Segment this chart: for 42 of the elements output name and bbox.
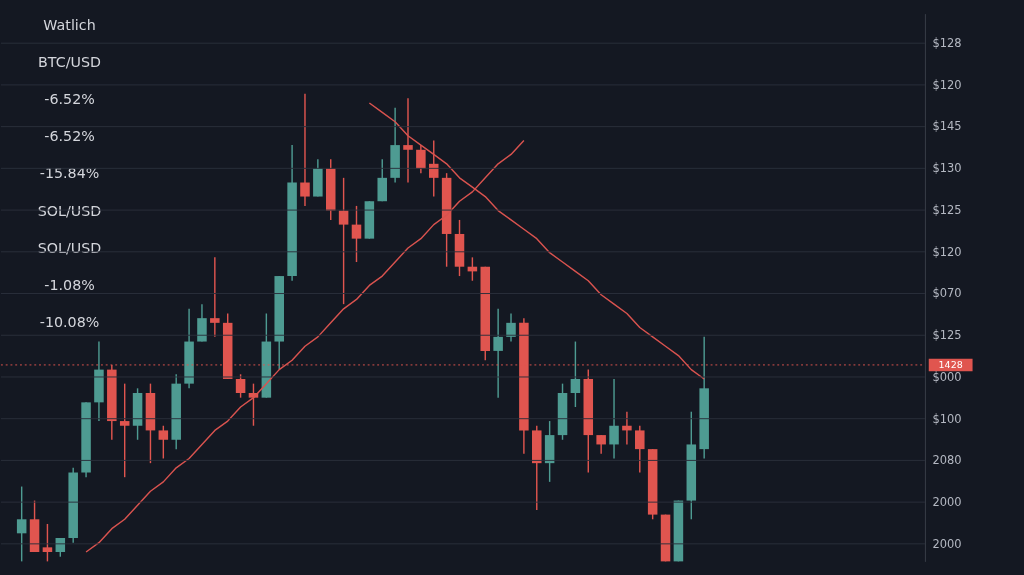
candlestick — [119, 382, 130, 478]
text: $145 — [932, 119, 962, 134]
candlestick — [235, 373, 246, 399]
text: 2000 — [932, 494, 962, 509]
candlestick — [609, 378, 619, 460]
annotation: SOL/USD — [37, 239, 102, 256]
candlestick — [596, 434, 606, 455]
text: $125 — [932, 328, 962, 343]
text: BTC/USD — [38, 54, 101, 71]
text: $128 — [932, 36, 962, 50]
candlestick — [416, 144, 426, 174]
text: 2000 — [932, 536, 962, 551]
text: $120 — [932, 244, 962, 259]
text: $100 — [932, 411, 962, 426]
candlestick — [16, 485, 27, 563]
candlestick — [493, 308, 503, 399]
text: 2080 — [932, 453, 962, 468]
candlestick — [210, 256, 220, 338]
text: $125 — [932, 202, 962, 217]
text: Watlich — [43, 16, 96, 33]
annotation: -6.52% — [44, 91, 95, 108]
annotation: -15.84% — [39, 165, 100, 182]
text: 1428 — [938, 358, 963, 370]
annotation: SOL/USD — [37, 202, 102, 219]
candlestick — [506, 312, 516, 343]
candlestick — [351, 205, 362, 263]
candlestick — [300, 92, 310, 207]
candlestick — [377, 158, 387, 202]
candlestick — [197, 303, 207, 343]
text: $070 — [932, 286, 962, 301]
candlestick — [338, 177, 349, 305]
text: $130 — [932, 161, 962, 176]
candlestick — [158, 425, 169, 460]
candlestick — [635, 425, 645, 474]
candlestick — [570, 340, 581, 408]
annotation: -10.08% — [39, 314, 100, 331]
candlestick — [42, 523, 53, 563]
annotation: -6.52% — [44, 128, 95, 145]
text: $000 — [932, 369, 962, 384]
text: $120 — [932, 77, 962, 92]
candlestick — [428, 139, 439, 198]
annotation: -1.08% — [44, 276, 95, 293]
